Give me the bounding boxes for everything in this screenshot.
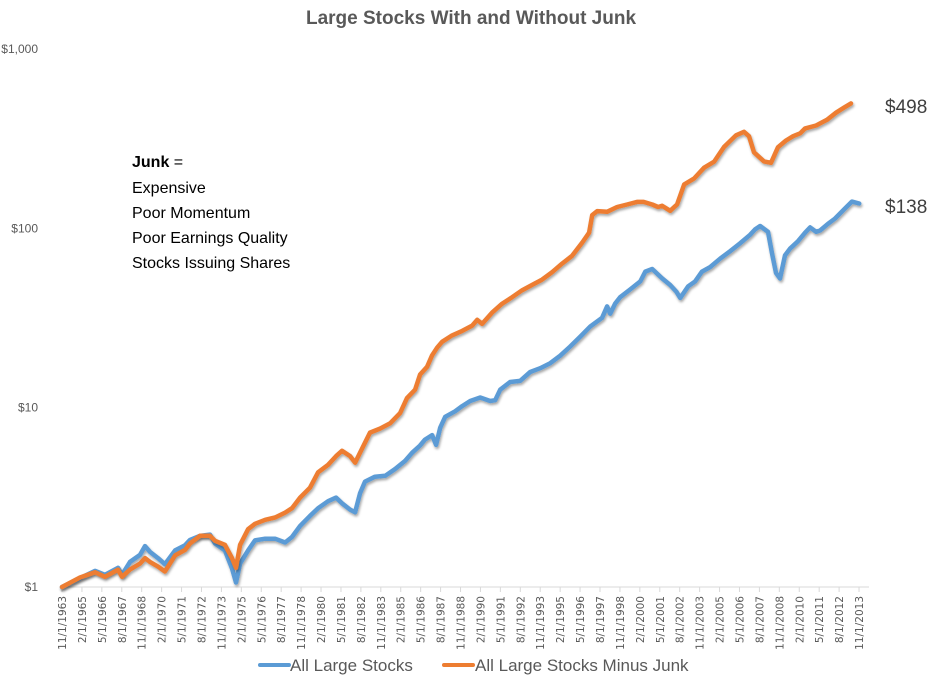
x-tick-label: 5/1/2006: [734, 596, 746, 643]
x-tick-label: 5/1/1996: [575, 596, 587, 643]
x-tick-label: 2/1/2000: [635, 596, 647, 643]
x-tick-label: 8/1/1972: [196, 596, 208, 643]
chart-title: Large Stocks With and Without Junk: [306, 8, 636, 29]
annotation-box: Junk = Expensive Poor Momentum Poor Earn…: [132, 154, 290, 272]
annotation-heading-rest: =: [169, 154, 183, 171]
series-group: [59, 101, 862, 590]
series-line-all-large-stocks: [59, 199, 862, 590]
x-tick-label: 2/1/1970: [157, 596, 169, 643]
x-tick-label: 5/1/1981: [336, 596, 348, 643]
x-tick-label: 11/1/1998: [615, 596, 627, 650]
legend-label: All Large Stocks: [290, 656, 413, 675]
x-axis: 11/1/1963 2/1/1965 5/1/1966 8/1/1967 11/1/19…: [57, 587, 866, 650]
x-tick-label: 2/1/1990: [475, 596, 487, 643]
legend: All Large Stocks All Large Stocks Minus …: [258, 656, 689, 675]
annotation-heading-bold: Junk: [132, 154, 169, 171]
x-tick-label: 11/1/1963: [57, 596, 69, 650]
x-tick-label: 5/1/1971: [177, 596, 189, 643]
series-line-minus-junk: [59, 101, 854, 590]
annotation-heading: Junk =: [132, 154, 183, 171]
annotation-line: Poor Momentum: [132, 205, 250, 222]
x-tick-label: 11/1/1978: [296, 596, 308, 650]
x-tick-label: 11/1/1973: [216, 596, 228, 650]
x-tick-label: 8/1/2007: [754, 596, 766, 643]
x-tick-label: 8/1/1987: [436, 596, 448, 643]
x-tick-label: 8/1/2002: [675, 596, 687, 643]
x-tick-label: 5/1/2001: [655, 596, 667, 643]
x-tick-label: 11/1/1968: [137, 596, 149, 650]
x-tick-label: 5/1/1966: [97, 596, 109, 643]
y-tick-label: $1: [25, 580, 39, 594]
x-tick-label: 5/1/1976: [256, 596, 268, 643]
x-tick-label: 8/1/1997: [595, 596, 607, 643]
x-tick-label: 2/1/1985: [396, 596, 408, 643]
x-tick-label: 5/1/2011: [814, 596, 826, 643]
x-tick-label: 8/1/2012: [834, 596, 846, 643]
y-tick-label: $100: [11, 221, 38, 235]
x-tick-label: 11/1/2003: [695, 596, 707, 650]
x-tick-label: 11/1/1988: [456, 596, 468, 650]
x-tick-label: 5/1/1991: [495, 596, 507, 643]
x-tick-label: 8/1/1992: [515, 596, 527, 643]
legend-item-minus-junk[interactable]: All Large Stocks Minus Junk: [442, 656, 689, 675]
x-tick-label: 2/1/2010: [794, 596, 806, 643]
legend-label: All Large Stocks Minus Junk: [475, 656, 689, 675]
x-tick-label: 2/1/1965: [77, 596, 89, 643]
x-tick-label: 8/1/1982: [356, 596, 368, 643]
end-label-minus-junk: $498: [885, 97, 927, 118]
annotation-line: Expensive: [132, 180, 206, 197]
x-tick-label: 11/1/1983: [376, 596, 388, 650]
x-tick-label: 11/1/2013: [854, 596, 866, 650]
annotation-line: Poor Earnings Quality: [132, 230, 288, 247]
x-tick-label: 11/1/2008: [774, 596, 786, 650]
x-tick-label: 8/1/1977: [276, 596, 288, 643]
x-tick-label: 11/1/1993: [535, 596, 547, 650]
y-tick-label: $10: [18, 401, 38, 415]
y-axis: $1 $10 $100 $1,000: [1, 42, 38, 594]
x-tick-label: 2/1/1975: [236, 596, 248, 643]
y-tick-label: $1,000: [1, 42, 38, 56]
x-tick-label: 5/1/1986: [416, 596, 428, 643]
legend-item-all-large-stocks[interactable]: All Large Stocks: [258, 656, 413, 675]
end-label-all-large-stocks: $138: [885, 197, 927, 218]
x-tick-label: 2/1/2005: [715, 596, 727, 643]
x-tick-label: 8/1/1967: [117, 596, 129, 643]
x-tick-label: 2/1/1995: [555, 596, 567, 643]
x-tick-label: 2/1/1980: [316, 596, 328, 643]
annotation-line: Stocks Issuing Shares: [132, 255, 290, 272]
